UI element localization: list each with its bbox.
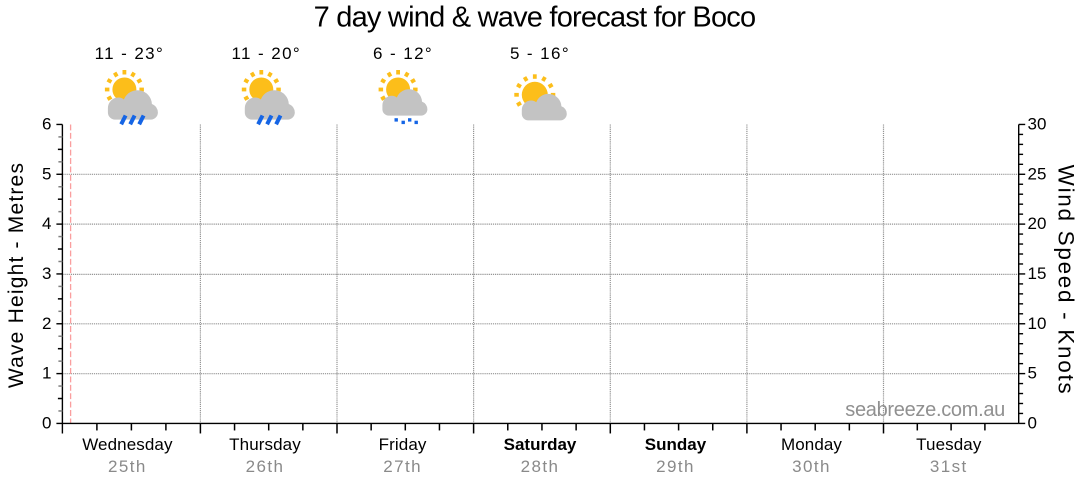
svg-text:Tuesday: Tuesday — [916, 435, 982, 454]
svg-text:26th: 26th — [246, 457, 285, 476]
svg-text:Thursday: Thursday — [229, 435, 301, 454]
svg-text:Saturday: Saturday — [504, 435, 577, 454]
svg-text:6 - 12°: 6 - 12° — [373, 44, 433, 63]
svg-text:29th: 29th — [656, 457, 695, 476]
svg-text:seabreeze.com.au: seabreeze.com.au — [845, 399, 1005, 421]
svg-text:11 - 20°: 11 - 20° — [231, 44, 301, 63]
svg-text:0: 0 — [42, 413, 51, 432]
svg-text:6: 6 — [42, 114, 51, 133]
svg-text:1: 1 — [42, 364, 51, 383]
svg-text:27th: 27th — [383, 457, 422, 476]
svg-text:25: 25 — [1028, 164, 1047, 183]
svg-text:10: 10 — [1028, 314, 1047, 333]
svg-text:30: 30 — [1028, 114, 1047, 133]
svg-text:5: 5 — [1028, 364, 1037, 383]
svg-text:0: 0 — [1028, 413, 1037, 432]
svg-text:28th: 28th — [521, 457, 560, 476]
svg-text:2: 2 — [42, 314, 51, 333]
svg-text:25th: 25th — [108, 457, 147, 476]
svg-text:7 day wind & wave forecast for: 7 day wind & wave forecast for Boco — [314, 2, 756, 34]
svg-text:11 - 23°: 11 - 23° — [95, 44, 165, 63]
svg-text:31st: 31st — [930, 457, 968, 476]
svg-text:4: 4 — [42, 214, 51, 233]
svg-text:5: 5 — [42, 164, 51, 183]
svg-text:5 - 16°: 5 - 16° — [510, 44, 570, 63]
svg-text:20: 20 — [1028, 214, 1047, 233]
svg-text:Sunday: Sunday — [645, 435, 707, 454]
svg-text:3: 3 — [42, 264, 51, 283]
svg-text:15: 15 — [1028, 264, 1047, 283]
svg-text:Monday: Monday — [781, 435, 842, 454]
svg-text:Wind Speed - Knots: Wind Speed - Knots — [1054, 165, 1079, 396]
svg-text:Friday: Friday — [379, 435, 427, 454]
svg-text:30th: 30th — [792, 457, 831, 476]
svg-text:Wave Height - Metres: Wave Height - Metres — [5, 162, 28, 388]
svg-text:Wednesday: Wednesday — [82, 435, 173, 454]
